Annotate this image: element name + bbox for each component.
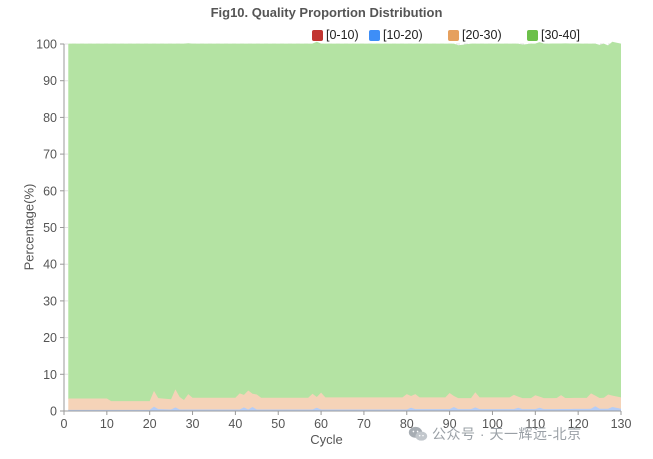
legend-item[interactable]: [0-10) xyxy=(312,27,369,43)
legend: [0-10) [10-20) [20-30) [30-40] xyxy=(312,27,587,43)
y-tick-label: 90 xyxy=(43,74,57,88)
x-axis-title: Cycle xyxy=(310,432,343,447)
legend-item[interactable]: [30-40] xyxy=(527,27,587,43)
y-tick-label: 80 xyxy=(43,111,57,125)
watermark: 公众号 · 天一辉远-北京 xyxy=(408,424,582,444)
wechat-icon xyxy=(408,426,428,441)
x-tick-label: 90 xyxy=(443,417,457,431)
x-tick-label: 50 xyxy=(271,417,285,431)
y-tick-label: 100 xyxy=(36,38,57,52)
x-tick-label: 70 xyxy=(357,417,371,431)
watermark-text: 公众号 · 天一辉远-北京 xyxy=(432,426,582,442)
legend-label: [30-40] xyxy=(541,28,580,42)
y-tick-label: 40 xyxy=(43,258,57,272)
legend-swatch xyxy=(369,29,380,41)
y-tick-label: 50 xyxy=(43,221,57,235)
x-tick-label: 40 xyxy=(228,417,242,431)
x-tick-label: 60 xyxy=(314,417,328,431)
y-tick-label: 70 xyxy=(43,148,57,162)
x-tick-label: 110 xyxy=(525,417,545,431)
y-tick-label: 60 xyxy=(43,184,57,198)
legend-swatch xyxy=(527,29,538,41)
legend-label: [0-10) xyxy=(326,28,359,42)
area-30-40 xyxy=(68,42,622,402)
x-tick-label: 20 xyxy=(143,417,157,431)
x-tick-label: 130 xyxy=(611,417,632,431)
chart-title: Fig10. Quality Proportion Distribution xyxy=(210,5,443,20)
legend-swatch xyxy=(448,29,459,41)
area-edge-30-40 xyxy=(68,41,622,47)
legend-item[interactable]: [20-30) xyxy=(448,27,527,43)
y-tick-label: 10 xyxy=(43,368,57,382)
legend-label: [10-20) xyxy=(383,28,423,42)
area-20-30 xyxy=(68,389,622,410)
x-tick-label: 0 xyxy=(61,417,68,431)
plot-areas xyxy=(68,41,622,412)
y-tick-label: 0 xyxy=(50,405,57,419)
x-tick-label: 30 xyxy=(186,417,200,431)
x-tick-label: 100 xyxy=(482,417,503,431)
axes: 0 10 20 30 40 50 60 70 80 90 100 0 10 20 30 40 50 60 70 80 9… xyxy=(36,38,631,432)
legend-label: [20-30) xyxy=(462,28,502,42)
y-tick-label: 30 xyxy=(43,294,57,308)
y-tick-label: 20 xyxy=(43,331,57,345)
x-tick-label: 10 xyxy=(100,417,114,431)
x-tick-label: 80 xyxy=(400,417,414,431)
legend-swatch xyxy=(312,29,323,41)
y-axis-title: Percentage(%) xyxy=(21,183,37,271)
x-tick-label: 120 xyxy=(568,417,589,431)
legend-item[interactable]: [10-20) xyxy=(369,27,448,43)
